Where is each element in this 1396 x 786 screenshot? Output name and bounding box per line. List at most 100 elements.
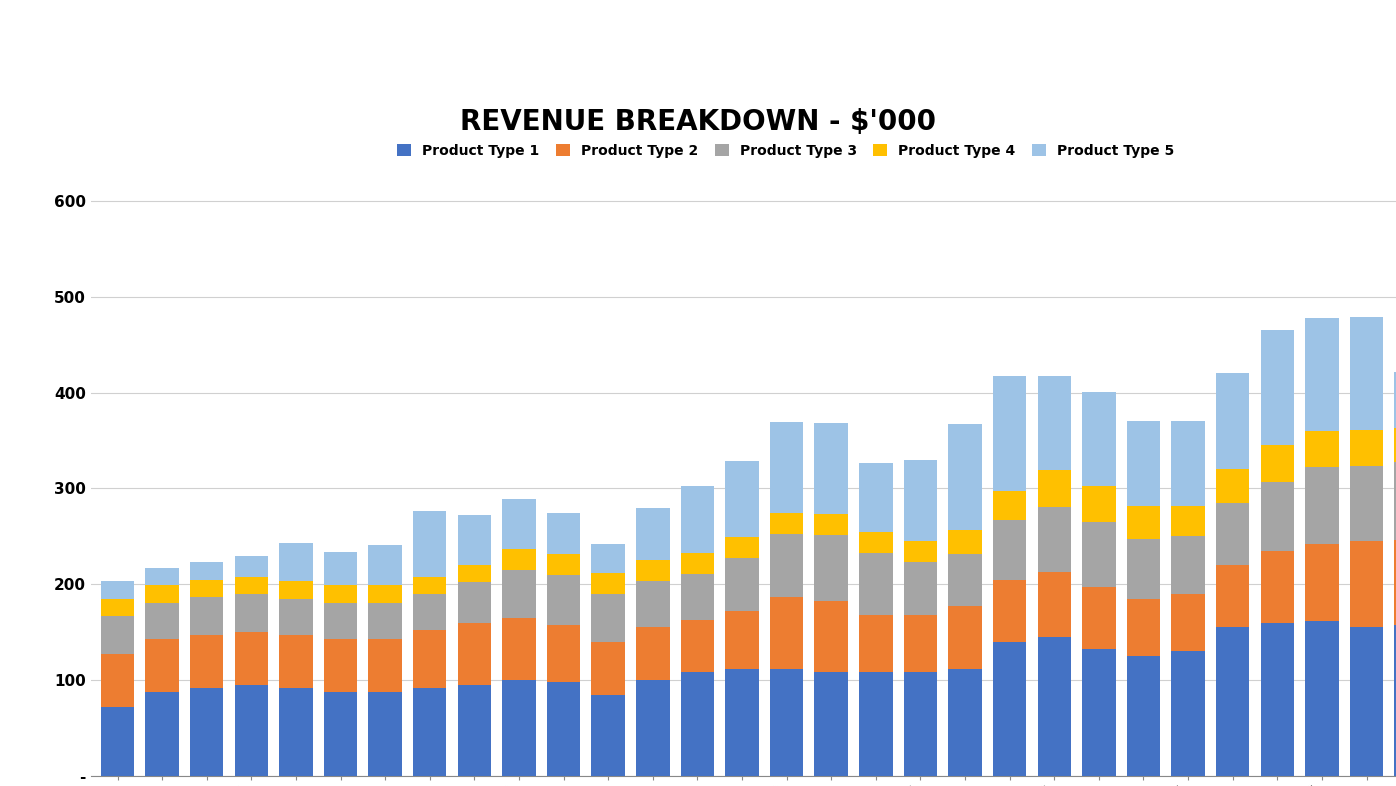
- Bar: [1395, 625, 1396, 776]
- Bar: [1082, 522, 1115, 587]
- Bar: [458, 623, 491, 685]
- Bar: [1037, 470, 1071, 507]
- Bar: [190, 688, 223, 776]
- Bar: [903, 460, 937, 542]
- Bar: [369, 639, 402, 692]
- Bar: [681, 673, 715, 776]
- Bar: [1082, 486, 1115, 522]
- Bar: [1216, 503, 1249, 565]
- Bar: [1350, 430, 1383, 466]
- Bar: [1395, 373, 1396, 428]
- Bar: [1127, 505, 1160, 539]
- Bar: [769, 534, 803, 597]
- Bar: [859, 531, 892, 553]
- Bar: [637, 582, 670, 627]
- Bar: [369, 586, 402, 603]
- Bar: [235, 594, 268, 632]
- Bar: [1127, 656, 1160, 776]
- Bar: [1350, 466, 1383, 542]
- Bar: [1082, 391, 1115, 486]
- Bar: [1395, 540, 1396, 625]
- Legend: Product Type 1, Product Type 2, Product Type 3, Product Type 4, Product Type 5: Product Type 1, Product Type 2, Product …: [394, 141, 1177, 161]
- Bar: [1037, 376, 1071, 470]
- Bar: [1216, 627, 1249, 776]
- Bar: [993, 642, 1026, 776]
- Bar: [993, 376, 1026, 491]
- Bar: [993, 491, 1026, 520]
- Bar: [1350, 542, 1383, 627]
- Bar: [503, 570, 536, 618]
- Bar: [1305, 318, 1339, 431]
- Bar: [547, 513, 581, 553]
- Bar: [279, 543, 313, 582]
- Bar: [413, 630, 447, 688]
- Bar: [101, 707, 134, 776]
- Bar: [726, 612, 759, 669]
- Bar: [726, 538, 759, 558]
- Bar: [458, 565, 491, 582]
- Bar: [726, 558, 759, 612]
- Bar: [1261, 623, 1294, 776]
- Bar: [681, 574, 715, 620]
- Bar: [903, 562, 937, 615]
- Bar: [235, 577, 268, 594]
- Bar: [948, 553, 981, 606]
- Bar: [547, 682, 581, 776]
- Bar: [1037, 637, 1071, 776]
- Bar: [279, 582, 313, 599]
- Text: 5 years: 5 years: [658, 68, 738, 87]
- Bar: [1171, 536, 1205, 594]
- Text: REVENUE BREAKDOWN - $'000: REVENUE BREAKDOWN - $'000: [461, 108, 935, 135]
- Bar: [1350, 627, 1383, 776]
- Bar: [145, 603, 179, 639]
- Bar: [681, 553, 715, 574]
- Bar: [726, 669, 759, 776]
- Bar: [503, 499, 536, 549]
- Bar: [948, 606, 981, 669]
- Bar: [413, 512, 447, 577]
- Bar: [859, 615, 892, 673]
- Bar: [413, 594, 447, 630]
- Bar: [859, 673, 892, 776]
- Bar: [726, 461, 759, 538]
- Bar: [1350, 317, 1383, 430]
- Bar: [1305, 621, 1339, 776]
- Bar: [145, 639, 179, 692]
- Bar: [413, 688, 447, 776]
- Bar: [324, 586, 357, 603]
- Bar: [235, 556, 268, 577]
- Bar: [637, 680, 670, 776]
- Bar: [190, 579, 223, 597]
- Bar: [948, 530, 981, 553]
- Bar: [1305, 468, 1339, 544]
- Bar: [1171, 505, 1205, 536]
- Bar: [814, 673, 847, 776]
- Bar: [324, 639, 357, 692]
- Bar: [993, 579, 1026, 642]
- Bar: [1037, 572, 1071, 637]
- Bar: [369, 545, 402, 586]
- Bar: [592, 642, 625, 695]
- Bar: [101, 654, 134, 707]
- Bar: [814, 424, 847, 514]
- Bar: [637, 508, 670, 560]
- Bar: [413, 577, 447, 594]
- Bar: [1082, 587, 1115, 649]
- Bar: [279, 688, 313, 776]
- Bar: [637, 560, 670, 582]
- Bar: [279, 599, 313, 635]
- Bar: [503, 618, 536, 680]
- Bar: [235, 632, 268, 685]
- Bar: [993, 520, 1026, 579]
- Bar: [1171, 421, 1205, 505]
- Bar: [1216, 469, 1249, 503]
- Bar: [948, 424, 981, 530]
- Bar: [1261, 330, 1294, 446]
- Bar: [369, 692, 402, 776]
- Bar: [637, 627, 670, 680]
- Bar: [592, 594, 625, 642]
- Bar: [1395, 428, 1396, 461]
- Bar: [1082, 649, 1115, 776]
- Bar: [324, 603, 357, 639]
- Bar: [814, 535, 847, 601]
